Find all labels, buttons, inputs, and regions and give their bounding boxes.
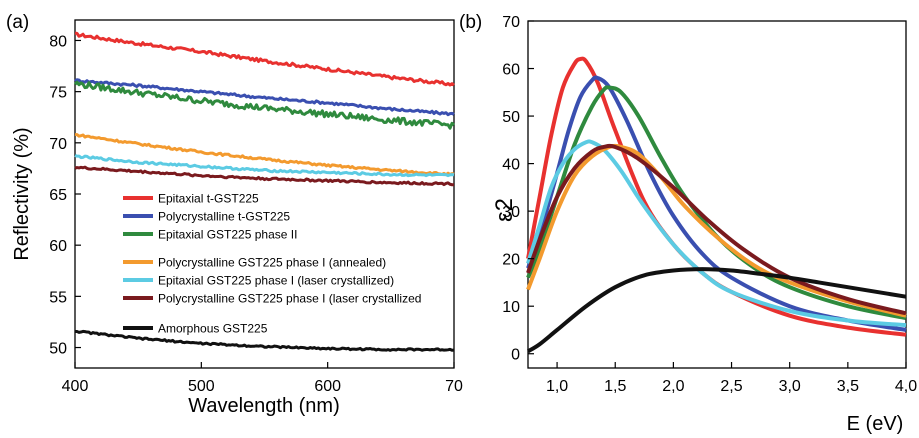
panel-a-series-line: [74, 165, 455, 187]
panel-a-x-tick-label: 600: [314, 378, 341, 395]
panel-b-y-axis-label: ε2: [491, 198, 518, 222]
panel-b-y-tick-label: 70: [502, 14, 520, 31]
panel-b-epsilon2-chart: (b) 1,0 1,5 2,0 2,5 3,0 3,5 4,0 0 10 20 30 40 50 60 70…: [459, 12, 917, 435]
panel-b-series-curve: [526, 75, 907, 332]
panel-b-series-curve: [526, 56, 907, 337]
panel-a-series-line: [73, 80, 455, 130]
panel-a-plot-frame: [74, 19, 455, 369]
panel-a-y-tick-label: 75: [49, 85, 67, 102]
panel-a-reflectivity-chart: (a) 400 500 600 70 50 55 60 65 70 75 80 Epitaxial …: [6, 12, 463, 417]
panel-a-series-line: [74, 154, 455, 178]
panel-a-x-axis-label: Wavelength (nm): [188, 395, 340, 417]
panel-b-axis-ticks: 1,0 1,5 2,0 2,5 3,0 3,5 4,0 0 10 20 30 40 50 60 70: [502, 14, 917, 395]
panel-a-y-tick-label: 70: [49, 136, 67, 153]
panel-b-plot-frame: [527, 20, 907, 369]
panel-a-x-tick-label: 500: [188, 378, 215, 395]
panel-a-x-tick-label: 70: [445, 378, 463, 395]
panel-a-series-line: [74, 31, 455, 87]
panel-b-y-tick-label: 60: [502, 62, 520, 79]
panel-b-x-tick-label: 1,0: [546, 378, 568, 395]
panel-a-axis-ticks: 400 500 600 70 50 55 60 65 70 75 80: [49, 33, 463, 395]
panel-b-x-tick-label: 4,0: [895, 378, 917, 395]
panel-a-legend-label: Epitaxial GST225 phase II: [158, 228, 297, 242]
panel-a-legend-label: Polycrystalline GST225 phase I (annealed…: [158, 256, 386, 270]
panel-b-label: (b): [459, 12, 482, 33]
panel-a-label: (a): [6, 12, 29, 33]
panel-a-y-tick-label: 65: [49, 187, 67, 204]
panel-b-y-tick-label: 20: [502, 252, 520, 269]
panel-a-legend-label: Epitaxial t-GST225: [158, 192, 259, 206]
panel-a-y-tick-label: 80: [49, 33, 67, 50]
panel-b-series-curve: [526, 85, 907, 321]
panel-b-y-tick-label: 50: [502, 109, 520, 126]
panel-b-y-tick-label: 0: [511, 347, 520, 364]
panel-b-y-tick-label: 30: [502, 204, 520, 221]
panel-a-y-tick-label: 60: [49, 238, 67, 255]
panel-b-x-tick-label: 2,5: [720, 378, 742, 395]
panel-b-x-axis-label: E (eV): [847, 413, 904, 435]
panel-b-series-curve: [526, 267, 907, 354]
panel-a-y-axis-label: Reflectivity (%): [11, 127, 33, 260]
panel-b-x-tick-label: 3,0: [779, 378, 801, 395]
panel-b-y-tick-label: 10: [502, 299, 520, 316]
panel-a-series-line: [74, 329, 455, 352]
panel-b-x-tick-label: 2,0: [662, 378, 684, 395]
panel-a-y-tick-label: 50: [49, 341, 67, 358]
panel-a-legend-label: Polycrystalline GST225 phase I (laser cr…: [158, 292, 421, 306]
panel-a-series-group: [73, 31, 455, 352]
panel-a-legend-label: Polycrystalline t-GST225: [158, 210, 290, 224]
panel-a-y-tick-label: 55: [49, 289, 67, 306]
panel-a-x-tick-label: 400: [62, 378, 89, 395]
panel-b-x-tick-label: 1,5: [604, 378, 626, 395]
panel-b-y-tick-label: 40: [502, 157, 520, 174]
panel-a-legend-label: Epitaxial GST225 phase I (laser crystall…: [158, 274, 394, 288]
panel-a-series-line: [74, 78, 455, 117]
panel-b-x-tick-label: 3,5: [837, 378, 859, 395]
panel-b-series-curve: [526, 139, 907, 328]
panel-a-legend-label: Amorphous GST225: [158, 322, 268, 336]
panel-a-legend: Epitaxial t-GST225 Polycrystalline t-GST2…: [123, 192, 421, 336]
panel-b-series-group: [526, 56, 907, 354]
panel-a-series-line: [74, 132, 455, 177]
